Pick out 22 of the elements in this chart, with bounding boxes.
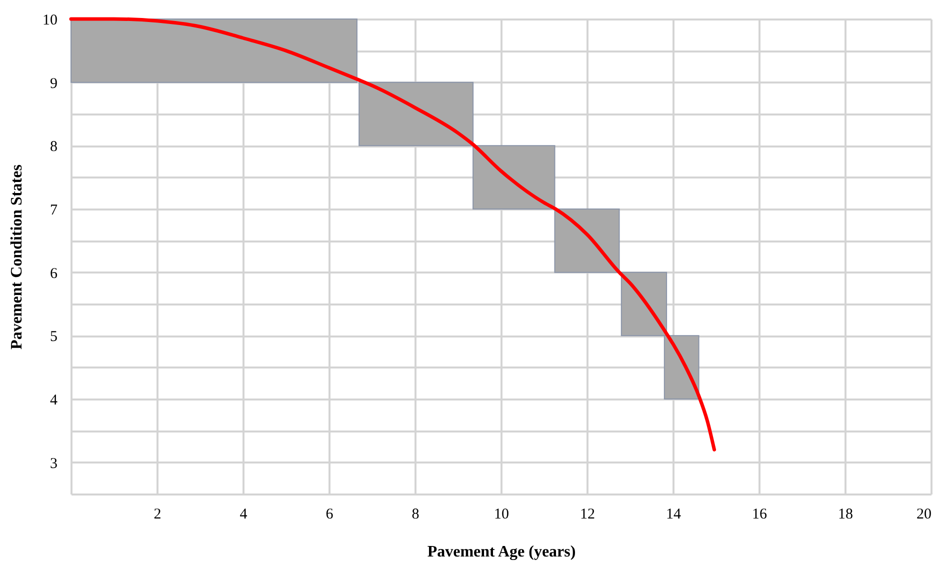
x-tick-label: 8 [412,506,420,522]
x-tick-label: 20 [916,506,932,522]
bar [472,145,556,210]
x-tick-label: 10 [494,506,509,522]
y-tick-label: 6 [50,266,58,282]
x-tick-label: 16 [752,506,768,522]
x-axis-title: Pavement Age (years) [427,544,576,560]
bar [554,208,620,273]
x-tick-label: 12 [580,506,595,522]
x-tick-label: 14 [666,506,682,522]
x-tick-label: 18 [838,506,853,522]
x-tick-label: 2 [154,506,162,522]
y-axis-title: Pavement Condition States [8,164,26,350]
x-tick-label: 4 [240,506,248,522]
y-tick-label: 5 [50,329,58,346]
y-tick-label: 9 [50,76,58,92]
y-tick-label: 8 [50,139,58,156]
y-tick-label: 4 [50,392,58,408]
y-tick-label: 3 [50,456,58,472]
y-tick-label: 7 [50,202,58,218]
y-tick-label: 10 [42,12,58,28]
x-tick-label: 6 [326,506,334,522]
